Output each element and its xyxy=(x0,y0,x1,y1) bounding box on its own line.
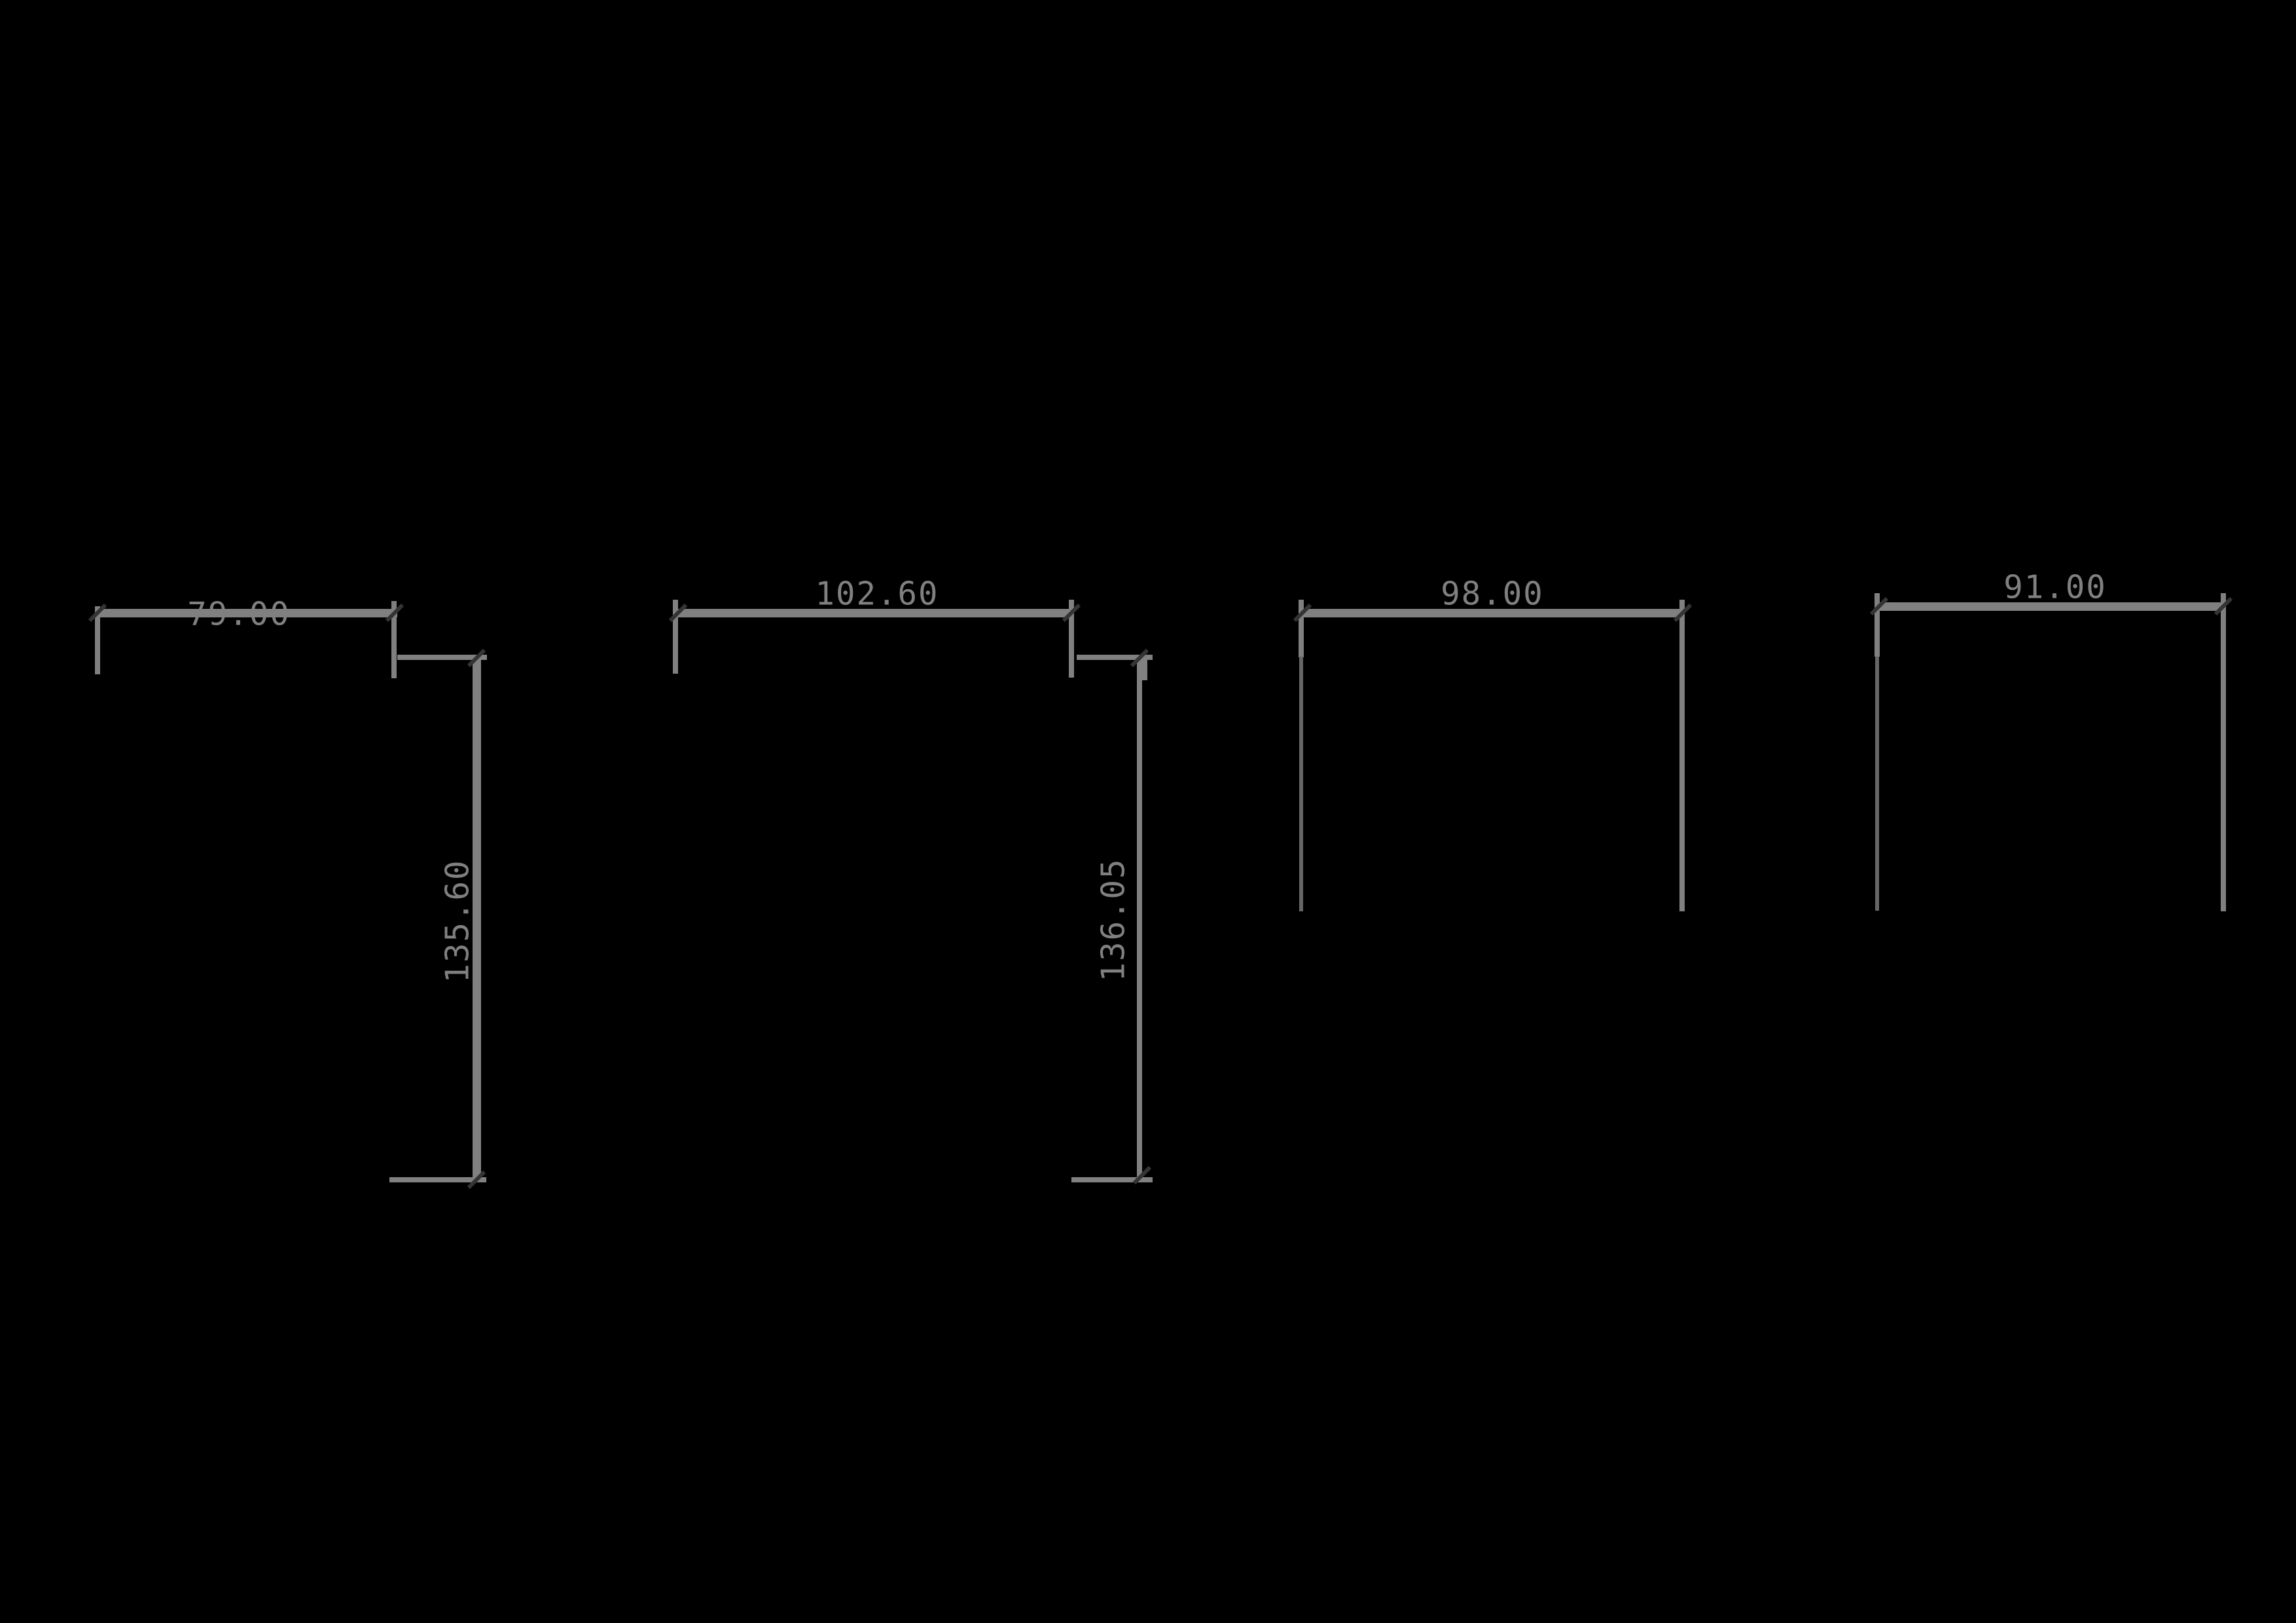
figure-2-height-dimension-line xyxy=(1137,658,1142,1182)
figure-2-width-label: 102.60 xyxy=(815,575,939,613)
figure-1-height-dimension-line xyxy=(473,657,481,1182)
figure-2-height-extension-line-top xyxy=(1077,655,1153,660)
figure-4-width-label: 91.00 xyxy=(2003,568,2107,606)
figure-3-right-edge-line xyxy=(1679,600,1685,911)
figure-1-height-extension-line-bottom xyxy=(389,1177,486,1182)
figure-2-width-extension-line-right xyxy=(1069,600,1074,678)
figure-4-left-edge-line xyxy=(1875,657,1879,911)
figure-1-width-label: 79.00 xyxy=(187,595,291,633)
figure-2-height-extension-line-bottom xyxy=(1071,1177,1153,1182)
figure-2-width-dimension-line xyxy=(675,609,1069,617)
figure-3-width-label: 98.00 xyxy=(1441,575,1544,613)
figure-1-height-extension-line-top xyxy=(397,655,487,660)
figure-4-width-dimension-line xyxy=(1876,602,2225,611)
figure-3-width-extension-line-left xyxy=(1299,600,1304,657)
figure-4-width-extension-line-left xyxy=(1874,593,1880,657)
figure-1-width-extension-line-right xyxy=(391,601,397,678)
figure-1-width-extension-line-left xyxy=(95,606,100,674)
figure-4-right-edge-line xyxy=(2221,593,2226,911)
figure-1-height-label: 135.60 xyxy=(439,859,476,983)
figure-3-left-edge-line xyxy=(1299,657,1303,911)
figure-3-width-dimension-line xyxy=(1300,609,1683,617)
figure-2-height-dimension-tick-blob xyxy=(1137,660,1147,680)
figure-1-width-dimension-line xyxy=(95,609,397,617)
figure-2-height-label: 136.05 xyxy=(1094,858,1132,982)
figure-2-width-extension-line-left xyxy=(673,600,678,674)
